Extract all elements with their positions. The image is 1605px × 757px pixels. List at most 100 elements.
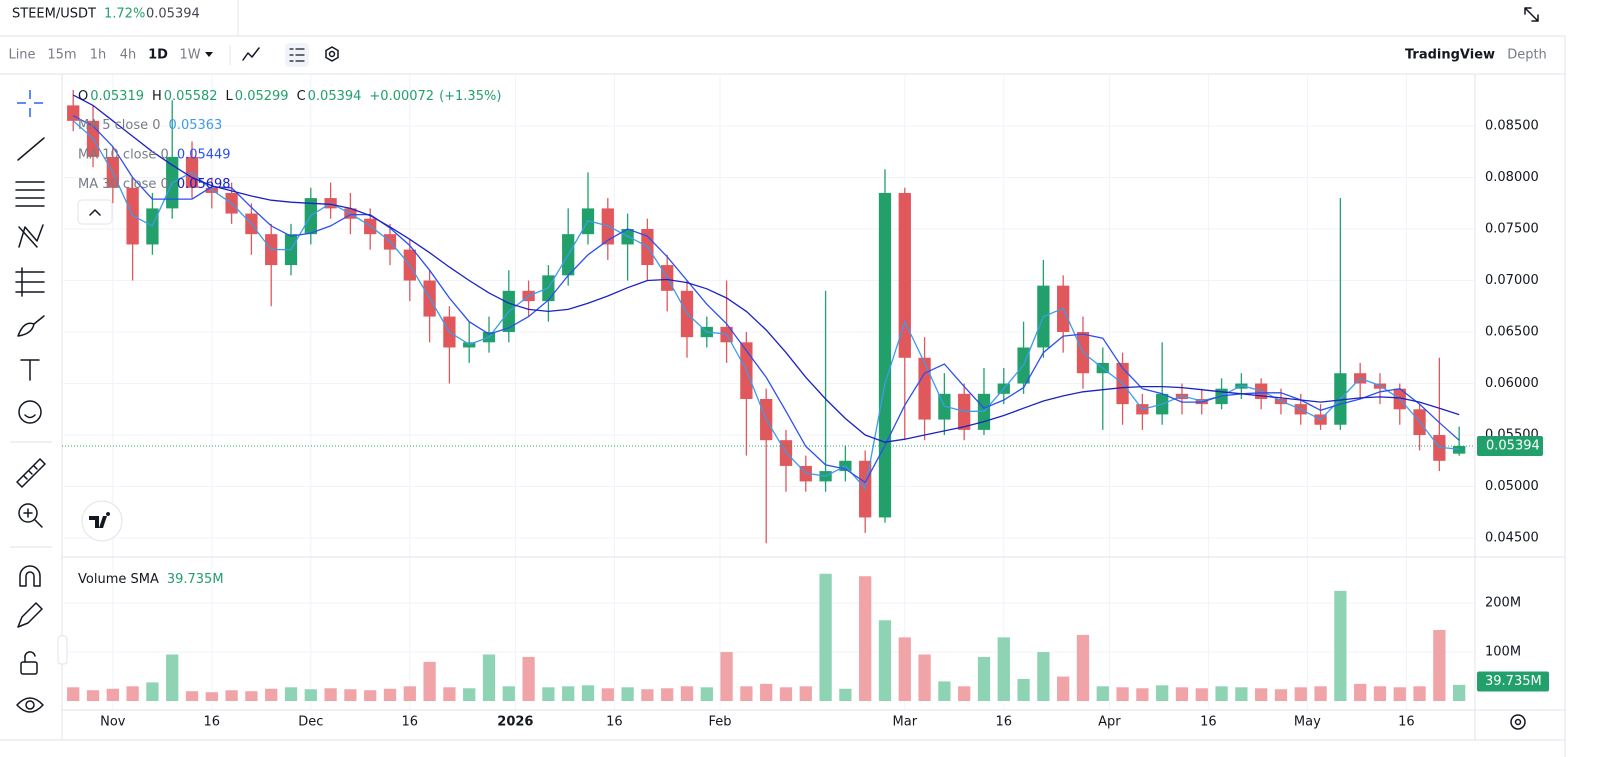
volume-bar <box>700 687 713 701</box>
volume-sma-label: 39.735M <box>1485 674 1542 689</box>
ma-legend: MA 5 close 0 0.05363 <box>78 118 222 133</box>
volume-bar <box>443 687 456 701</box>
brush-tool[interactable] <box>17 315 45 337</box>
volume-bar <box>265 688 278 701</box>
lock-tool[interactable] <box>20 661 38 675</box>
last-price: 0.05394 <box>146 7 200 22</box>
dropdown-icon[interactable] <box>205 52 213 57</box>
x-tick-label: 16 <box>402 715 419 730</box>
volume-bar <box>1195 688 1208 701</box>
moving-average-line <box>72 115 1460 484</box>
volume-bar <box>1373 686 1387 701</box>
lock-tool[interactable] <box>24 651 36 663</box>
ruler-tool[interactable] <box>16 458 46 488</box>
volume-bar <box>542 687 555 701</box>
volume-bar <box>938 681 951 701</box>
view-button[interactable]: Depth <box>1507 48 1547 63</box>
volume-bar <box>1037 652 1050 701</box>
text-tool[interactable] <box>20 359 40 381</box>
collapse-legend-button[interactable] <box>77 199 113 225</box>
axis-settings-icon[interactable] <box>1514 718 1522 726</box>
volume-bar <box>67 687 80 701</box>
magnet-tool[interactable] <box>19 565 41 587</box>
collapse-panel-button[interactable] <box>57 635 68 665</box>
volume-bar <box>1017 678 1030 701</box>
volume-bar <box>304 689 317 701</box>
volume-bar <box>859 576 872 701</box>
x-tick-label: 16 <box>204 715 221 730</box>
volume-bar <box>1076 634 1090 701</box>
zoom-tool[interactable] <box>18 503 38 523</box>
volume-bar <box>1057 676 1070 701</box>
fib-tool[interactable] <box>15 267 45 297</box>
y-tick-label: 0.08500 <box>1485 118 1539 133</box>
visibility-tool[interactable] <box>25 700 35 710</box>
volume-bar <box>562 686 575 701</box>
lock-draw-tool[interactable] <box>17 602 43 628</box>
last-price-label: 0.05394 <box>1486 438 1540 453</box>
indicator-icon[interactable] <box>289 48 305 62</box>
chart-type-icon[interactable] <box>242 47 260 61</box>
ma-legend: MA 30 close 0 0.05698 <box>78 177 231 192</box>
volume-bar <box>641 689 654 701</box>
fullscreen-icon[interactable] <box>1524 7 1539 22</box>
interval-button[interactable]: 4h <box>120 48 137 63</box>
emoji-tool[interactable] <box>18 400 42 424</box>
y-tick-label: 0.06500 <box>1485 325 1539 340</box>
volume-bar <box>1413 686 1426 701</box>
volume-bar <box>86 690 100 701</box>
crosshair-tool[interactable] <box>17 90 43 117</box>
volume-bar <box>1393 687 1406 701</box>
view-button[interactable]: TradingView <box>1405 48 1495 63</box>
volume-bar <box>1215 686 1228 701</box>
settings-icon[interactable] <box>325 46 339 62</box>
x-tick-label: Dec <box>298 715 323 730</box>
volume-bar <box>1294 687 1307 701</box>
volume-bar <box>878 620 892 701</box>
volume-bar <box>1433 630 1446 701</box>
volume-bar <box>245 691 258 701</box>
volume-bar <box>1334 590 1347 701</box>
interval-button[interactable]: 1W <box>179 48 200 63</box>
volume-bar <box>463 688 476 701</box>
volume-bar <box>977 656 991 701</box>
collapse-icon[interactable] <box>89 209 101 216</box>
y-tick-label: 0.04500 <box>1485 531 1539 546</box>
ma-legend: MA 10 close 0 0.05449 <box>78 147 231 162</box>
volume-bar <box>1116 687 1129 701</box>
interval-button[interactable]: 15m <box>47 48 76 63</box>
volume-bar <box>403 686 416 701</box>
volume-bar <box>482 654 496 701</box>
ma-legend-name: MA 10 close 0 <box>78 147 169 162</box>
volume-bar <box>522 656 535 701</box>
volume-bar <box>185 691 199 701</box>
interval-button[interactable]: 1D <box>148 48 168 63</box>
volume-bar <box>225 690 238 701</box>
line-tool[interactable] <box>17 137 45 161</box>
emoji-tool[interactable] <box>24 414 36 419</box>
y-tick-label: 0.05000 <box>1485 479 1539 494</box>
axis-settings-icon[interactable] <box>1510 714 1526 730</box>
volume-bar <box>284 687 298 701</box>
volume-bar <box>760 683 773 701</box>
volume-bar <box>1235 687 1248 701</box>
candle-body <box>918 357 931 420</box>
lines-tool[interactable] <box>15 181 45 207</box>
ma-legend-name: MA 5 close 0 <box>78 118 161 133</box>
settings-icon[interactable] <box>328 50 336 58</box>
visibility-tool[interactable] <box>16 697 44 713</box>
x-tick-label: Apr <box>1098 715 1121 730</box>
interval-button[interactable]: Line <box>8 48 35 63</box>
pattern-tool[interactable] <box>18 224 44 248</box>
volume-tick-label: 100M <box>1485 645 1521 660</box>
x-tick-label: Mar <box>893 715 918 730</box>
x-tick-label: Nov <box>100 715 126 730</box>
x-tick-label: Feb <box>708 715 731 730</box>
volume-bar <box>1255 688 1268 701</box>
volume-bar <box>1136 688 1149 701</box>
tradingview-logo[interactable] <box>89 512 111 528</box>
y-tick-label: 0.07500 <box>1485 222 1539 237</box>
ma-legend-name: MA 30 close 0 <box>78 177 169 192</box>
interval-button[interactable]: 1h <box>90 48 107 63</box>
zoom-tool[interactable] <box>23 508 43 528</box>
